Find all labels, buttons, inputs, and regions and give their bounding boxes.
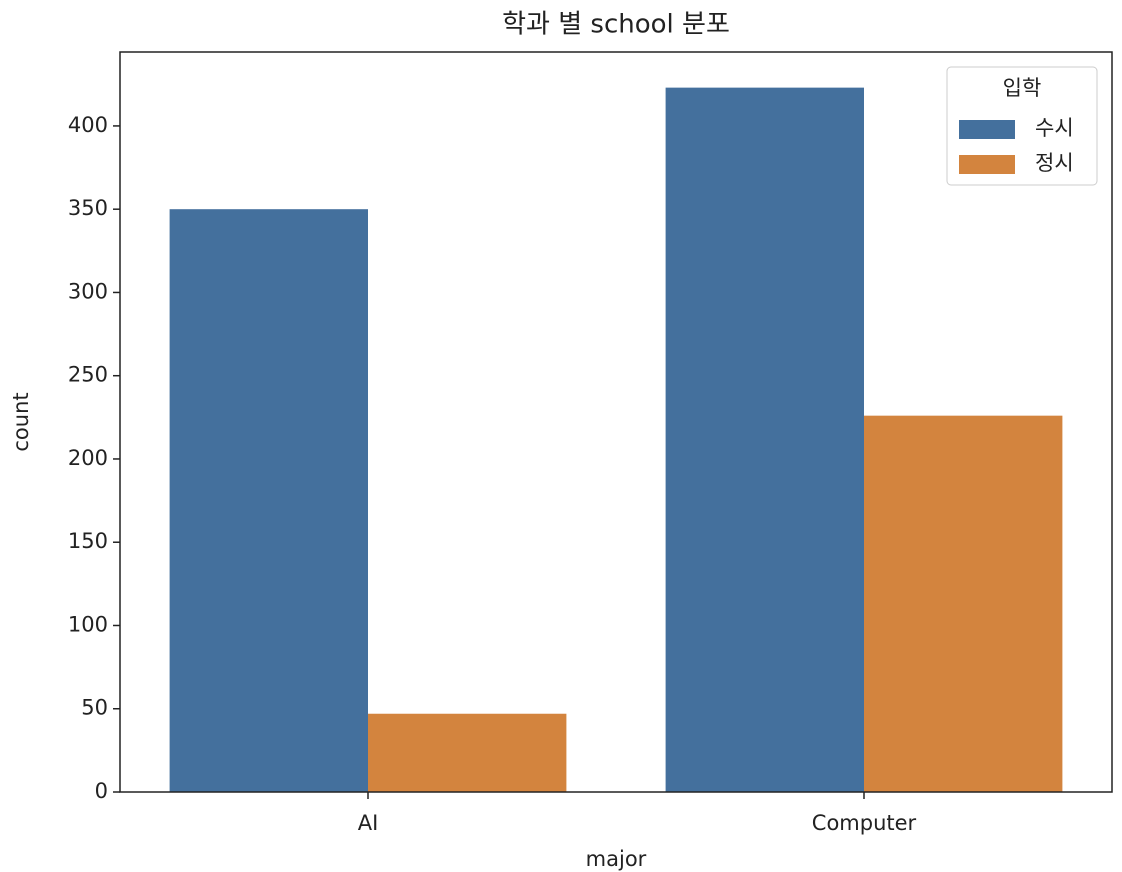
y-tick-label: 150: [68, 529, 108, 553]
x-axis-label: major: [586, 847, 647, 871]
legend-label: 수시: [1035, 116, 1074, 140]
y-tick-label: 100: [68, 612, 108, 636]
y-tick-label: 50: [81, 696, 108, 720]
y-tick-label: 200: [68, 446, 108, 470]
y-tick-label: 250: [68, 363, 108, 387]
bar: [169, 209, 368, 793]
plot-frame: [119, 51, 1113, 793]
y-tick-label: 400: [68, 113, 108, 137]
chart-title: 학과 별 school 분포: [502, 10, 730, 40]
y-tick-label: 300: [68, 279, 108, 303]
legend-title: 입학: [1003, 76, 1042, 100]
legend-swatch: [959, 120, 1015, 139]
legend-swatch: [959, 155, 1015, 174]
bar: [864, 415, 1063, 792]
x-tick-label: Computer: [812, 811, 917, 835]
y-tick-label: 0: [95, 779, 108, 803]
x-tick-label: AI: [358, 811, 379, 835]
y-tick-label: 350: [68, 196, 108, 220]
legend-label: 정시: [1035, 151, 1074, 175]
bar: [665, 87, 864, 792]
y-axis-label: count: [9, 392, 33, 451]
bar: [368, 713, 567, 792]
